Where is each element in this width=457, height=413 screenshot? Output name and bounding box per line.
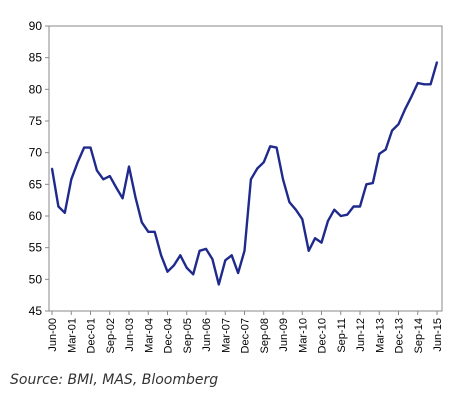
data-point [371,182,374,184]
data-point [288,201,291,203]
data-point [404,108,406,111]
data-point [391,129,393,132]
x-tick-label: Mar-07 [220,318,232,353]
data-point [173,264,175,267]
data-point [429,83,432,86]
x-tick-label: Sep-11 [336,318,348,353]
data-point [243,249,246,252]
data-point [282,178,284,181]
data-point [211,258,214,260]
y-axis: 45 50 55 60 65 70 75 80 85 90 [29,19,49,318]
data-point [275,146,278,149]
data-point [160,254,162,257]
data-point [269,145,272,148]
x-tick-label: Jun-03 [124,318,136,352]
x-tick-label: Dec-07 [240,318,252,353]
data-point [256,167,259,170]
data-point [89,146,92,149]
y-tick-label: 80 [29,82,43,96]
data-point [128,165,130,168]
data-point [301,218,304,221]
y-tick-label: 65 [29,177,43,191]
data-point [359,205,361,208]
data-point [147,230,150,233]
x-tick-label: Jun-12 [355,318,367,352]
data-point [262,161,265,164]
x-tick-label: Mar-10 [297,318,309,353]
data-point [320,241,323,244]
y-tick-label: 90 [29,19,43,33]
x-tick-label: Mar-04 [143,318,155,353]
source-note: Source: BMI, MAS, Bloomberg [10,372,219,388]
x-tick-label: Dec-01 [86,318,98,353]
x-tick-label: Sep-05 [182,318,194,353]
series-layer [50,61,439,286]
data-point [76,161,79,164]
data-point [378,153,381,155]
data-point [339,215,342,217]
data-point [108,175,111,178]
data-point [198,249,201,252]
x-tick-label: Dec-04 [163,318,175,353]
x-tick-label: Jun-00 [47,318,59,352]
y-tick-label: 85 [29,51,43,65]
data-point [140,221,143,224]
data-point [57,205,60,208]
y-tick-label: 50 [29,272,43,286]
data-point [205,248,207,250]
data-point [192,273,195,276]
data-point [365,183,368,186]
x-tick-label: Dec-13 [394,318,406,353]
data-point [436,61,438,63]
plot-area [48,25,443,312]
data-point [185,267,188,269]
data-point [63,211,66,214]
data-point [179,254,182,257]
data-point [384,148,387,151]
y-tick-label: 75 [29,114,43,128]
y-tick-label: 55 [29,241,43,255]
x-tick-label: Mar-13 [374,318,386,353]
data-point [96,169,98,172]
data-point [423,83,426,86]
data-point [327,220,329,222]
data-point [314,237,316,240]
data-point [115,186,118,189]
x-tick-label: Jun-15 [432,318,444,352]
y-tick-label: 60 [29,209,43,223]
data-point [352,205,355,208]
data-point [83,146,85,149]
x-axis: Jun-00 Mar-01 Dec-01 Sep-02 Jun-03 Mar-04 Dec-… [47,311,444,353]
data-point [250,178,252,181]
x-tick-label: Sep-14 [413,318,425,353]
x-tick-label: Mar-01 [66,318,78,353]
data-point [333,208,336,211]
data-point [153,230,156,233]
data-point [121,197,124,200]
x-tick-label: Sep-02 [105,318,117,353]
data-point [51,167,53,170]
data-point [307,249,310,252]
line-chart: 45 50 55 60 65 70 75 80 85 90 Jun-00 Mar-01 Dec-01 S… [29,19,444,353]
data-point [70,178,73,181]
x-tick-label: Jun-09 [278,318,290,352]
data-point [217,283,220,286]
x-tick-label: Dec-10 [317,318,329,353]
data-point [230,254,233,257]
data-point [416,82,419,84]
data-point [166,270,169,273]
data-point [410,96,413,98]
x-tick-label: Jun-06 [201,318,213,352]
data-point [237,272,239,274]
y-tick-label: 45 [29,304,43,318]
data-point [346,213,349,216]
data-point [224,259,227,262]
data-point [134,196,137,198]
data-point [294,208,297,211]
x-tick-label: Sep-08 [259,318,271,353]
data-point [397,123,400,126]
data-point [102,178,105,181]
y-tick-label: 70 [29,146,43,160]
